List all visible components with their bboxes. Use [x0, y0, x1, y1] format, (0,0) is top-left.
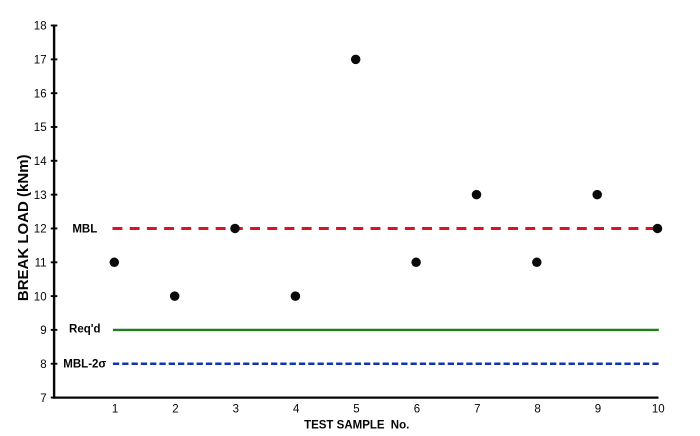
svg-text:16: 16	[34, 88, 47, 100]
svg-text:TEST SAMPLE No.: TEST SAMPLE No.	[304, 419, 409, 431]
svg-text:3: 3	[233, 404, 239, 416]
svg-text:BREAK LOAD (kNm): BREAK LOAD (kNm)	[15, 154, 32, 301]
svg-text:14: 14	[34, 156, 47, 168]
svg-text:5: 5	[353, 404, 359, 416]
svg-text:18: 18	[34, 21, 47, 33]
svg-text:9: 9	[40, 325, 46, 337]
svg-text:7: 7	[40, 393, 46, 405]
svg-text:2: 2	[172, 404, 178, 416]
svg-text:10: 10	[34, 291, 47, 303]
svg-text:8: 8	[534, 404, 540, 416]
svg-text:12: 12	[34, 224, 47, 236]
svg-text:15: 15	[34, 122, 47, 134]
svg-text:6: 6	[414, 404, 420, 416]
svg-text:8: 8	[40, 359, 46, 371]
svg-text:9: 9	[595, 404, 601, 416]
svg-text:Req'd: Req'd	[69, 323, 101, 335]
svg-text:10: 10	[652, 404, 665, 416]
svg-text:MBL-2σ: MBL-2σ	[63, 359, 106, 371]
svg-text:1: 1	[112, 404, 118, 416]
svg-text:7: 7	[474, 404, 480, 416]
svg-text:MBL: MBL	[72, 224, 97, 236]
svg-text:13: 13	[34, 190, 47, 202]
svg-text:4: 4	[293, 404, 300, 416]
svg-text:17: 17	[34, 55, 47, 67]
svg-text:11: 11	[35, 258, 47, 270]
